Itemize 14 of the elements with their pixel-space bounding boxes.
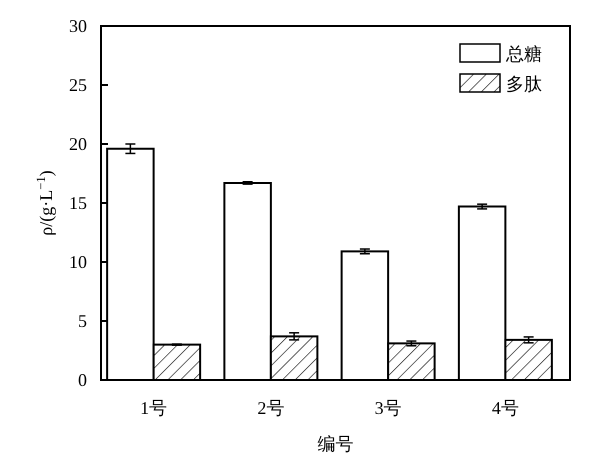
y-tick-label: 5 [78,311,87,331]
x-tick-label: 2号 [257,398,284,418]
x-tick-label: 4号 [492,398,519,418]
y-tick-label: 25 [69,75,87,95]
x-tick-label: 1号 [140,398,168,418]
y-tick-label: 0 [78,370,87,390]
x-axis-title: 编号 [318,434,354,454]
y-tick-label: 20 [69,134,87,154]
x-tick-label: 3号 [374,398,402,418]
legend-label: 总糖 [505,44,542,64]
y-tick-label: 10 [69,252,87,272]
y-tick-label: 15 [69,193,87,213]
y-tick-label: 30 [69,16,87,36]
legend-label: 多肽 [506,74,542,94]
